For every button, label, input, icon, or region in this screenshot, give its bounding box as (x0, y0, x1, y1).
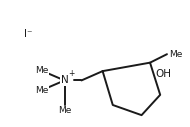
Text: Me: Me (35, 86, 48, 95)
Text: N: N (61, 75, 68, 85)
Text: Me: Me (169, 50, 183, 59)
Text: OH: OH (156, 69, 172, 79)
Text: +: + (68, 69, 75, 78)
Text: Me: Me (58, 106, 71, 115)
Text: Me: Me (35, 66, 48, 75)
Text: I⁻: I⁻ (24, 29, 32, 39)
